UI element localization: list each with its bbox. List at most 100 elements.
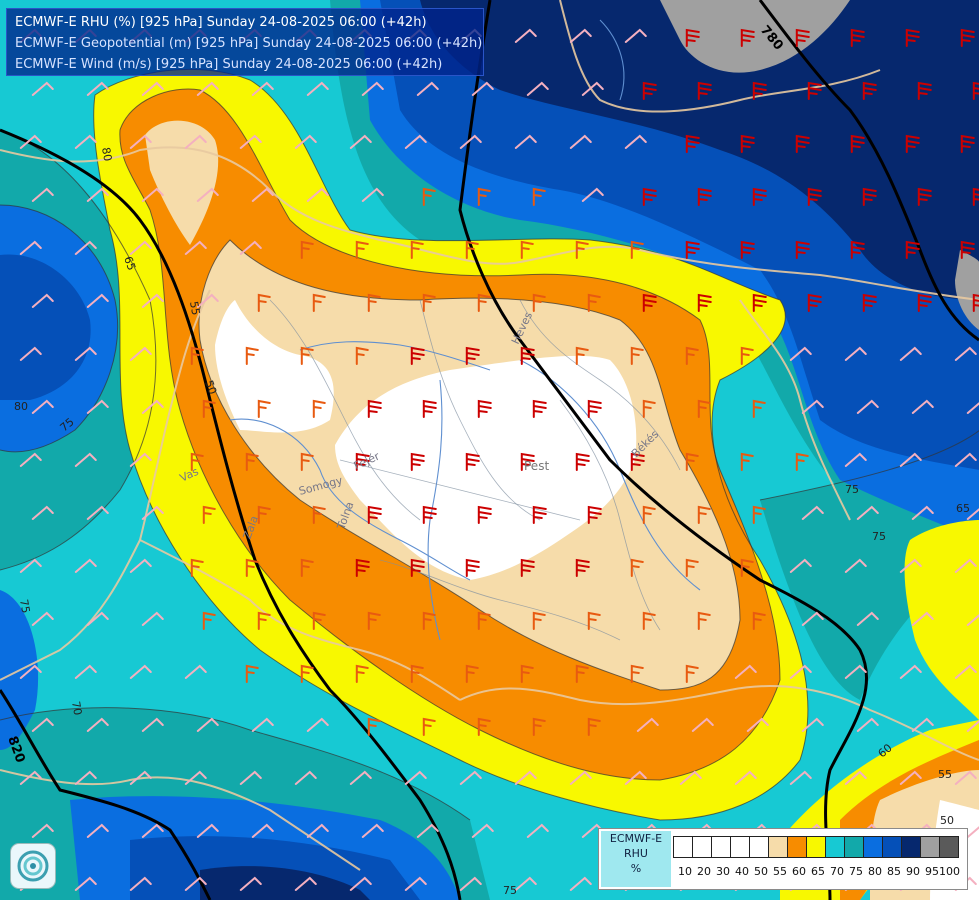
wind-barb	[306, 81, 329, 96]
wind-barb	[514, 770, 537, 785]
wind-barb	[911, 505, 934, 520]
wind-barb	[459, 770, 482, 785]
wind-barb	[630, 346, 644, 365]
wind-barb	[355, 240, 369, 259]
wind-barb	[361, 823, 384, 838]
wind-barb	[740, 558, 754, 577]
wind-barb	[917, 293, 932, 312]
wind-barb	[844, 664, 867, 679]
wind-barb	[520, 452, 535, 471]
wind-barb	[312, 505, 326, 524]
wind-barb	[465, 346, 480, 365]
wind-barb	[19, 770, 42, 785]
title-line-geopotential: ECMWF-E Geopotential (m) [925 hPa] Sunda…	[15, 36, 483, 51]
wind-barb	[966, 720, 979, 732]
wind-barb	[239, 134, 262, 149]
legend-swatch	[844, 836, 864, 858]
rhu-legend: ECMWF-E RHU % 10 20 30 40 50 55 60 65 70 75 80 85 90…	[598, 828, 968, 890]
wind-barb	[697, 611, 711, 630]
wind-barb	[905, 28, 920, 47]
legend-tick: 10	[678, 865, 692, 878]
wind-barb	[697, 293, 712, 312]
wind-barb	[312, 399, 326, 418]
wind-barb	[202, 399, 216, 418]
wind-barb	[905, 240, 920, 259]
wind-barb	[74, 770, 97, 785]
wind-barb	[514, 28, 537, 43]
wind-barb	[899, 770, 922, 785]
wind-barb	[624, 28, 647, 43]
rhu-label: 65	[956, 502, 970, 515]
wind-barb	[697, 81, 712, 100]
wind-barb	[917, 81, 932, 100]
wind-barb	[422, 293, 436, 312]
wind-barb	[74, 134, 97, 149]
wind-barb	[569, 134, 592, 149]
wind-barb	[679, 770, 702, 785]
wind-barb	[355, 452, 370, 471]
legend-swatch	[882, 836, 902, 858]
wind-barb	[355, 558, 370, 577]
wind-barb	[954, 770, 977, 785]
wind-barb	[239, 240, 262, 255]
wind-barb	[752, 81, 767, 100]
map-title-box: ECMWF-E RHU (%) [925 hPa] Sunday 24-08-2…	[6, 8, 484, 76]
wind-barb	[532, 293, 546, 312]
wind-barb	[86, 399, 109, 414]
wind-barb	[465, 664, 479, 683]
wind-barb	[141, 293, 164, 308]
wind-barb	[954, 558, 977, 573]
wind-barb	[367, 505, 382, 524]
wind-barb	[251, 187, 274, 202]
legend-swatch	[692, 836, 712, 858]
wind-barb	[31, 611, 54, 626]
wind-barb	[752, 399, 766, 418]
rivers	[229, 19, 701, 641]
wind-barb	[752, 611, 766, 630]
wind-barb	[630, 452, 645, 471]
wind-barb	[355, 664, 369, 683]
wind-barb	[575, 346, 589, 365]
title-line-rhu: ECMWF-E RHU (%) [925 hPa] Sunday 24-08-2…	[15, 15, 427, 30]
wind-barb	[141, 505, 164, 520]
wind-barb	[31, 717, 54, 732]
wind-barb	[960, 240, 975, 259]
legend-swatch	[901, 836, 921, 858]
wind-barb	[685, 558, 699, 577]
wind-barb	[86, 293, 109, 308]
wind-barb	[294, 134, 317, 149]
wind-barb	[801, 505, 824, 520]
wind-barb	[190, 452, 204, 471]
wind-barb	[245, 558, 259, 577]
wind-barb	[31, 399, 54, 414]
wind-barb	[532, 611, 546, 630]
wind-barb	[581, 187, 604, 202]
wind-barb	[190, 346, 204, 365]
wind-barb	[300, 346, 314, 365]
wind-barb	[477, 717, 491, 736]
wind-barb	[251, 823, 274, 838]
wind-barb	[86, 717, 109, 732]
wind-barb	[416, 81, 439, 96]
wind-barb	[367, 399, 382, 418]
wind-barb	[459, 134, 482, 149]
title-line-wind: ECMWF-E Wind (m/s) [925 hPa] Sunday 24-0…	[15, 57, 443, 72]
wind-barb	[306, 823, 329, 838]
wind-barb	[355, 346, 369, 365]
wind-barb	[569, 876, 592, 891]
legend-tick: 20	[697, 865, 711, 878]
wind-barb	[367, 717, 381, 736]
wind-barb	[196, 81, 219, 96]
wind-barb	[31, 505, 54, 520]
wind-barb	[746, 717, 769, 732]
legend-tick: 80	[868, 865, 882, 878]
wind-barb	[471, 81, 494, 96]
ecmwf-swirl-icon	[10, 843, 56, 889]
logo-swirl-graphic	[17, 850, 49, 882]
legend-swatch	[730, 836, 750, 858]
wind-barb	[624, 134, 647, 149]
wind-barb	[202, 505, 216, 524]
wind-barb	[141, 611, 164, 626]
legend-model: ECMWF-E	[609, 832, 663, 845]
wind-barb	[141, 187, 164, 202]
